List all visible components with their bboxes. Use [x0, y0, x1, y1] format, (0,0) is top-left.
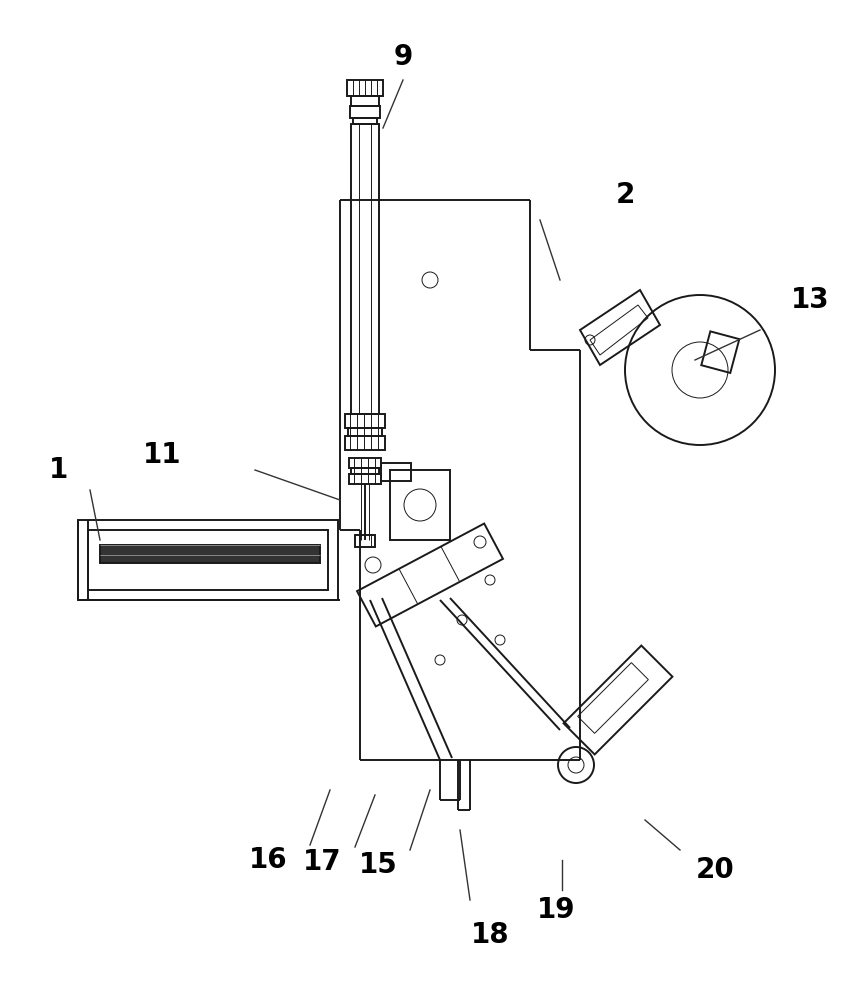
Text: 18: 18 [471, 921, 509, 949]
Text: 19: 19 [537, 896, 576, 924]
Text: 20: 20 [696, 856, 734, 884]
Text: 15: 15 [358, 851, 398, 879]
Text: 2: 2 [615, 181, 635, 209]
Text: 16: 16 [249, 846, 287, 874]
Polygon shape [100, 545, 320, 563]
Text: 9: 9 [393, 43, 412, 71]
Text: 1: 1 [48, 456, 68, 484]
Text: 11: 11 [143, 441, 181, 469]
Text: 17: 17 [302, 848, 341, 876]
Text: 13: 13 [790, 286, 829, 314]
